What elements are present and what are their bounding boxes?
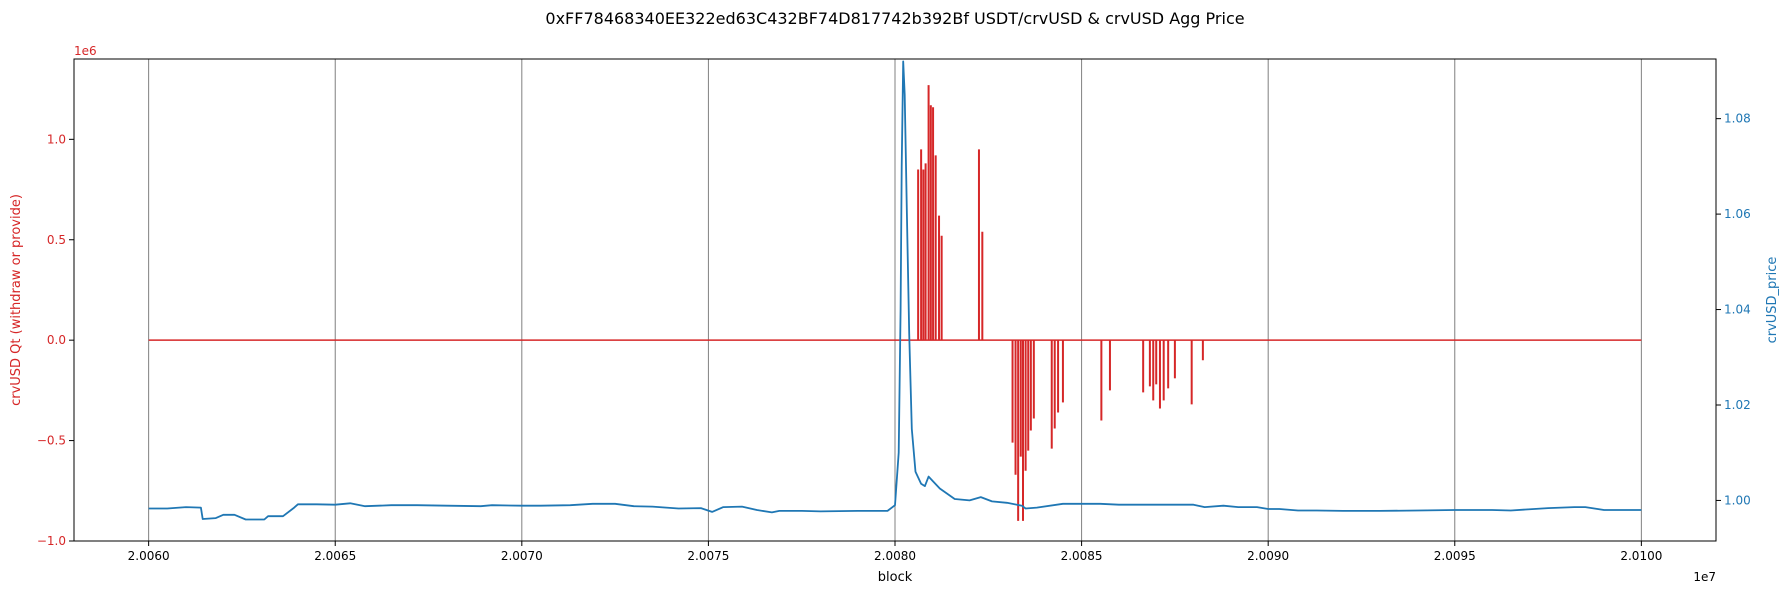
x-tick-label: 2.0090: [1247, 549, 1289, 563]
left-y-axis: −1.0 −0.5 0.0 0.5 1.0: [37, 132, 74, 548]
x-axis-label: block: [878, 570, 913, 585]
right-y-tick-label: 1.02: [1724, 398, 1751, 412]
x-tick-label: 2.0060: [128, 549, 170, 563]
grid-lines: [148, 59, 1642, 541]
chart-title: 0xFF78468340EE322ed63C432BF74D817742b392…: [545, 9, 1244, 28]
x-tick-label: 2.0100: [1620, 549, 1662, 563]
price-series: [148, 60, 1642, 521]
right-y-tick-label: 1.00: [1724, 493, 1751, 507]
right-y-tick-label: 1.06: [1724, 207, 1751, 221]
x-offset-label: 1e7: [1693, 570, 1716, 584]
x-tick-label: 2.0080: [874, 549, 916, 563]
right-axis-label: crvUSD_price: [1765, 257, 1780, 344]
right-y-axis: 1.00 1.02 1.04 1.06 1.08: [1716, 112, 1751, 507]
left-y-tick-label: 0.5: [47, 233, 66, 247]
right-y-tick-label: 1.08: [1724, 112, 1751, 126]
right-y-tick-label: 1.04: [1724, 303, 1751, 317]
x-tick-label: 2.0075: [687, 549, 729, 563]
x-tick-label: 2.0065: [314, 549, 356, 563]
quantity-series: [148, 85, 1642, 521]
left-axis-label: crvUSD Qt (withdraw or provide): [9, 194, 24, 406]
x-tick-label: 2.0095: [1434, 549, 1476, 563]
x-axis: 2.0060 2.0065 2.0070 2.0075 2.0080 2.0085 2.00…: [128, 541, 1662, 563]
left-y-tick-label: 0.0: [47, 333, 66, 347]
left-y-tick-label: −0.5: [37, 434, 66, 448]
x-tick-label: 2.0070: [501, 549, 543, 563]
left-y-tick-label: 1.0: [47, 132, 66, 146]
x-tick-label: 2.0085: [1061, 549, 1103, 563]
price-line: [148, 60, 1642, 521]
left-offset-label: 1e6: [74, 44, 97, 58]
left-y-tick-label: −1.0: [37, 534, 66, 548]
